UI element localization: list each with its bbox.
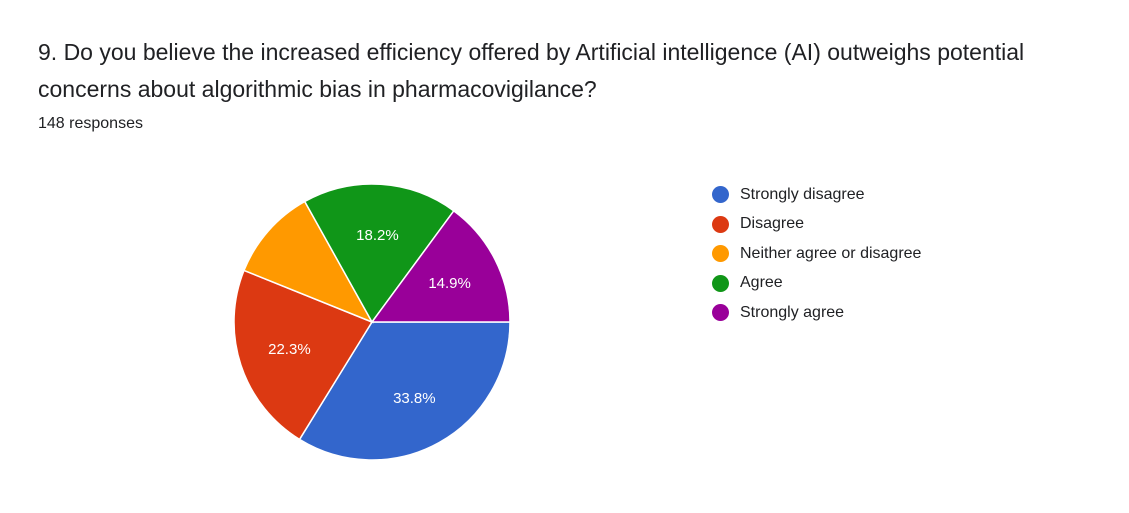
- legend-swatch: [712, 274, 729, 292]
- legend-swatch: [712, 245, 729, 263]
- pie-slice-disagree[interactable]: [233, 269, 374, 441]
- chart-legend: Strongly disagree Disagree Neither agree o…: [712, 180, 921, 328]
- legend-label: Disagree: [740, 215, 805, 233]
- pie-slice-agree[interactable]: [303, 183, 455, 324]
- legend-item[interactable]: Strongly agree: [712, 298, 921, 328]
- slice-percent-label: 22.3%: [268, 341, 311, 358]
- slice-percent-label: 33.8%: [393, 390, 436, 407]
- legend-swatch: [712, 186, 729, 204]
- legend-swatch: [712, 215, 729, 233]
- legend-swatch: [712, 304, 729, 322]
- legend-item[interactable]: Agree: [712, 269, 921, 299]
- legend-item[interactable]: Strongly disagree: [712, 180, 921, 210]
- question-title: 9. Do you believe the increased efficien…: [38, 39, 1025, 102]
- pie-labels: 33.8% 22.3% 18.2% 14.9%: [268, 227, 471, 407]
- response-count: 148 responses: [38, 115, 143, 132]
- pie-slice-strongly-agree[interactable]: [370, 209, 511, 323]
- legend-label: Agree: [740, 274, 783, 292]
- legend-label: Strongly agree: [740, 303, 845, 321]
- legend-item[interactable]: Disagree: [712, 210, 921, 240]
- legend-item[interactable]: Neither agree or disagree: [712, 239, 921, 269]
- slice-percent-label: 18.2%: [356, 227, 399, 244]
- legend-label: Strongly disagree: [740, 185, 865, 203]
- pie-slice-strongly-disagree[interactable]: [298, 321, 511, 461]
- legend-label: Neither agree or disagree: [740, 244, 922, 262]
- pie-slice-neither-agree-or-disagree[interactable]: [243, 200, 374, 324]
- slice-percent-label: 14.9%: [428, 275, 471, 292]
- pie-slices: [233, 183, 511, 461]
